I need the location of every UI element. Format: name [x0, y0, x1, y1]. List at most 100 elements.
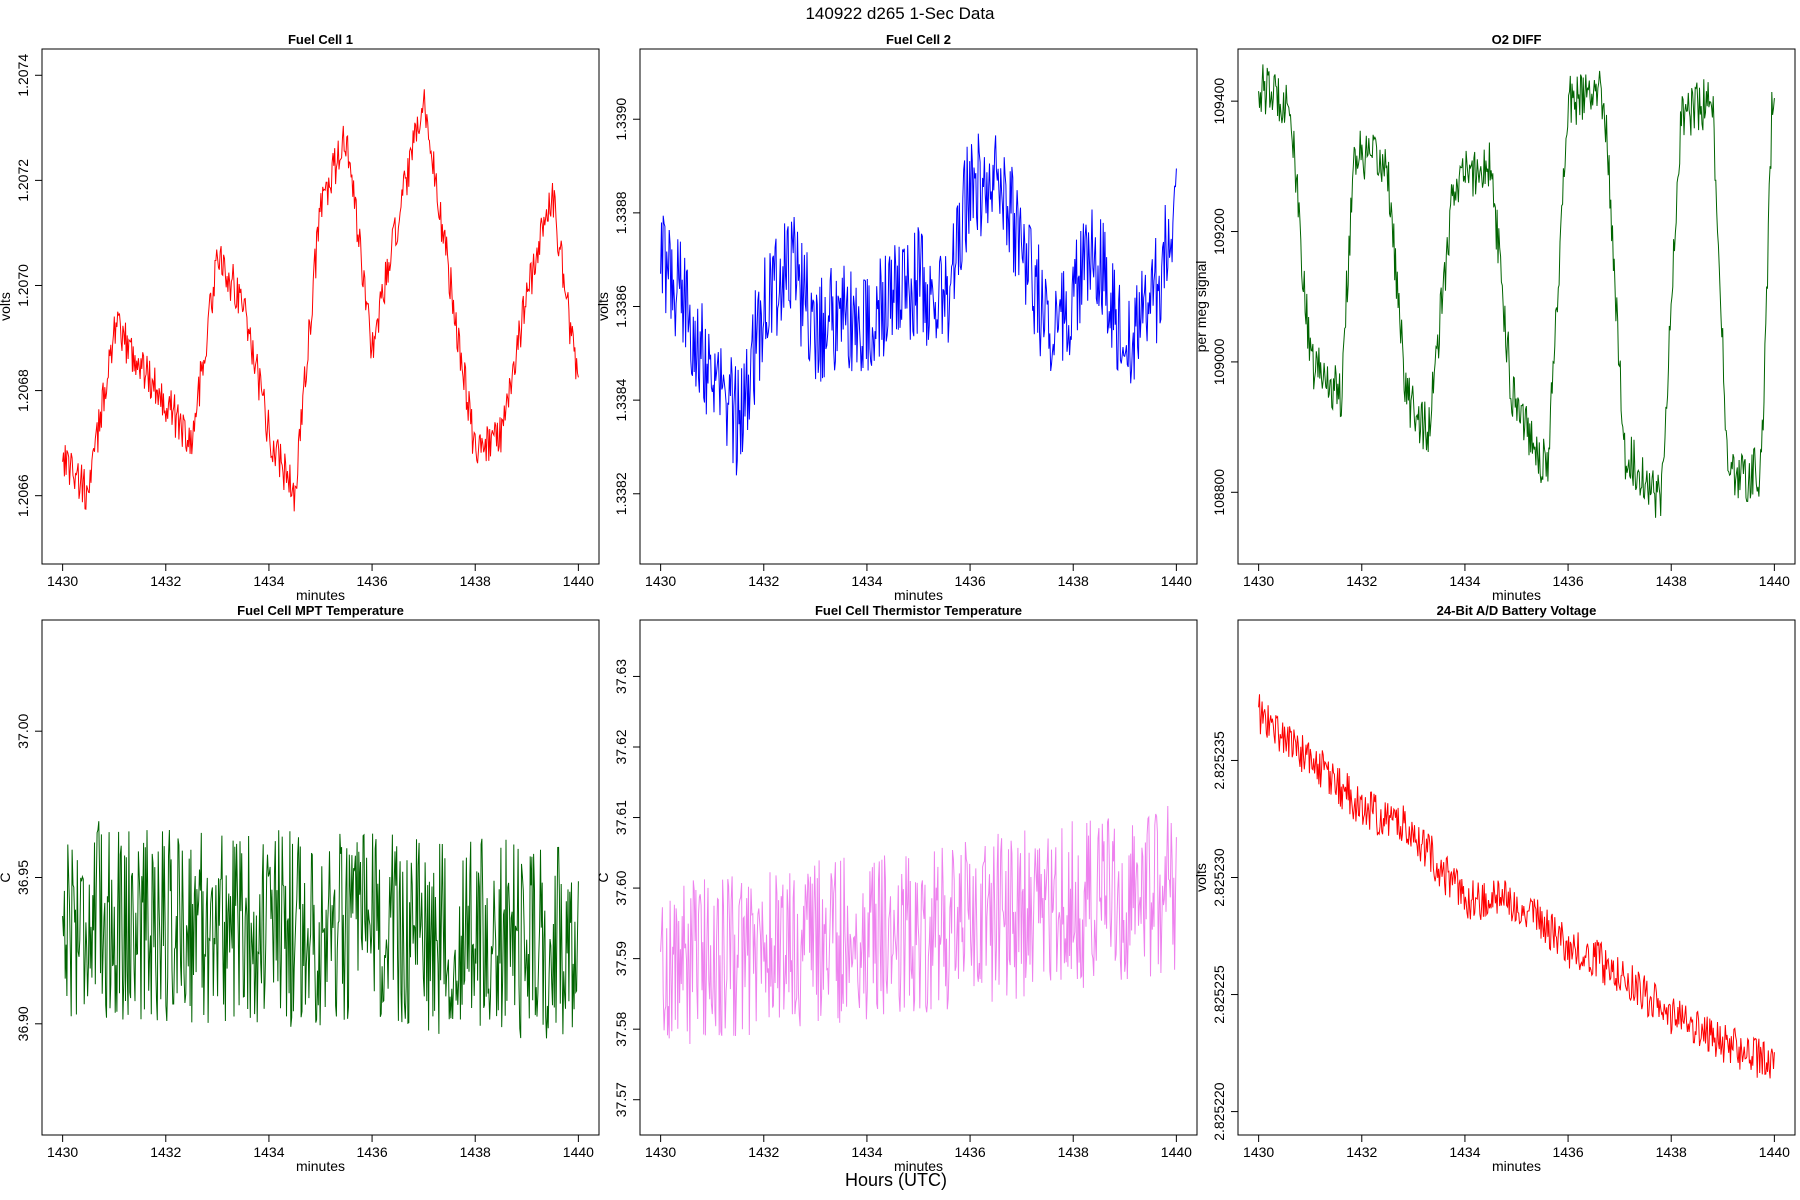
plot-frame	[1237, 619, 1796, 1136]
x-tick-label: 1430	[645, 1144, 676, 1160]
y-tick-label: 1.2074	[15, 54, 31, 97]
x-tick-label: 1434	[851, 573, 882, 589]
y-axis-label: volts	[595, 292, 611, 321]
figure-title: 140922 d265 1-Sec Data	[805, 4, 995, 23]
figure-xlabel: Hours (UTC)	[845, 1170, 947, 1190]
x-tick-label: 1438	[1656, 1144, 1687, 1160]
x-axis-label: minutes	[1492, 1158, 1541, 1174]
x-tick-label: 1436	[356, 1144, 387, 1160]
x-tick-label: 1430	[47, 573, 78, 589]
y-tick-label: 108800	[1211, 469, 1227, 516]
y-axis-label: C	[595, 872, 611, 882]
data-series-line	[660, 805, 1177, 1045]
data-series-line	[1258, 64, 1775, 518]
y-axis-label: per meg signal	[1193, 261, 1209, 353]
x-axis-label: minutes	[296, 587, 345, 603]
y-tick-label: 1.3386	[613, 285, 629, 328]
chart-panel: 24-Bit A/D Battery Voltage 1430 1432 1434 14…	[1193, 603, 1796, 1174]
x-tick-label: 1432	[1346, 1144, 1377, 1160]
x-tick-label: 1434	[1449, 573, 1480, 589]
data-series-line	[62, 821, 579, 1039]
y-tick-label: 2.825225	[1211, 965, 1227, 1024]
x-tick-label: 1434	[1449, 1144, 1480, 1160]
x-tick-label: 1438	[1656, 573, 1687, 589]
plot-frame	[41, 619, 600, 1136]
chart-panel: O2 DIFF 1430 1432 1434 1436 1438 1440 minutes 10…	[1193, 32, 1796, 603]
y-tick-label: 2.825230	[1211, 848, 1227, 907]
x-tick-label: 1440	[1759, 1144, 1790, 1160]
x-tick-label: 1438	[1058, 1144, 1089, 1160]
x-tick-label: 1432	[150, 573, 181, 589]
x-tick-label: 1438	[1058, 573, 1089, 589]
y-tick-label: 37.57	[613, 1082, 629, 1117]
x-tick-label: 1440	[1161, 573, 1192, 589]
x-tick-label: 1430	[645, 573, 676, 589]
y-tick-label: 2.825220	[1211, 1082, 1227, 1141]
chart-panel: Fuel Cell MPT Temperature 1430 1432 1434 143…	[0, 603, 600, 1174]
x-tick-label: 1440	[1759, 573, 1790, 589]
y-tick-label: 37.58	[613, 1011, 629, 1046]
x-tick-label: 1432	[748, 573, 779, 589]
x-tick-label: 1430	[47, 1144, 78, 1160]
x-tick-label: 1432	[1346, 573, 1377, 589]
y-tick-label: 1.3384	[613, 379, 629, 422]
y-tick-label: 1.3382	[613, 472, 629, 515]
y-tick-label: 109400	[1211, 78, 1227, 125]
x-tick-label: 1434	[253, 1144, 284, 1160]
y-tick-label: 37.63	[613, 659, 629, 694]
y-tick-label: 109200	[1211, 208, 1227, 255]
panels-group: Fuel Cell 1 1430 1432 1434 1436 1438 1440 minut…	[0, 32, 1796, 1174]
y-tick-label: 1.2068	[15, 369, 31, 412]
x-axis-label: minutes	[1492, 587, 1541, 603]
x-axis-label: minutes	[296, 1158, 345, 1174]
y-tick-label: 1.2070	[15, 264, 31, 307]
chart-panel: Fuel Cell 2 1430 1432 1434 1436 1438 1440 minut…	[595, 32, 1198, 603]
panel-title: 24-Bit A/D Battery Voltage	[1437, 603, 1597, 618]
x-tick-label: 1430	[1243, 573, 1274, 589]
y-tick-label: 37.60	[613, 870, 629, 905]
chart-panel: Fuel Cell Thermistor Temperature 1430 1432…	[595, 603, 1198, 1174]
y-tick-label: 37.61	[613, 800, 629, 835]
y-tick-label: 109000	[1211, 338, 1227, 385]
x-tick-label: 1436	[1552, 1144, 1583, 1160]
x-tick-label: 1430	[1243, 1144, 1274, 1160]
panel-title: Fuel Cell MPT Temperature	[237, 603, 404, 618]
data-series-line	[62, 89, 579, 512]
y-tick-label: 37.62	[613, 729, 629, 764]
y-tick-label: 1.3390	[613, 98, 629, 141]
panel-title: Fuel Cell 1	[288, 32, 353, 47]
y-tick-label: 36.90	[15, 1006, 31, 1041]
y-tick-label: 37.59	[613, 941, 629, 976]
x-axis-label: minutes	[894, 1158, 943, 1174]
x-tick-label: 1438	[460, 1144, 491, 1160]
x-tick-label: 1434	[851, 1144, 882, 1160]
y-axis-label: volts	[0, 292, 13, 321]
x-tick-label: 1438	[460, 573, 491, 589]
y-tick-label: 37.00	[15, 713, 31, 748]
y-tick-label: 36.95	[15, 860, 31, 895]
panel-title: O2 DIFF	[1492, 32, 1542, 47]
x-tick-label: 1436	[1552, 573, 1583, 589]
x-tick-label: 1440	[563, 573, 594, 589]
x-axis-label: minutes	[894, 587, 943, 603]
y-axis-label: volts	[1193, 863, 1209, 892]
plot-frame	[41, 48, 600, 565]
x-tick-label: 1440	[563, 1144, 594, 1160]
plot-frame	[639, 619, 1198, 1136]
x-tick-label: 1440	[1161, 1144, 1192, 1160]
data-series-line	[660, 133, 1177, 476]
chart-panel: Fuel Cell 1 1430 1432 1434 1436 1438 1440 minut…	[0, 32, 600, 603]
y-tick-label: 1.2072	[15, 159, 31, 202]
x-tick-label: 1434	[253, 573, 284, 589]
x-tick-label: 1432	[748, 1144, 779, 1160]
panel-title: Fuel Cell Thermistor Temperature	[815, 603, 1022, 618]
x-tick-label: 1436	[954, 1144, 985, 1160]
panel-title: Fuel Cell 2	[886, 32, 951, 47]
plot-frame	[1237, 48, 1796, 565]
y-axis-label: C	[0, 872, 13, 882]
x-tick-label: 1436	[356, 573, 387, 589]
data-series-line	[1258, 694, 1775, 1079]
x-tick-label: 1436	[954, 573, 985, 589]
y-tick-label: 2.825235	[1211, 731, 1227, 790]
